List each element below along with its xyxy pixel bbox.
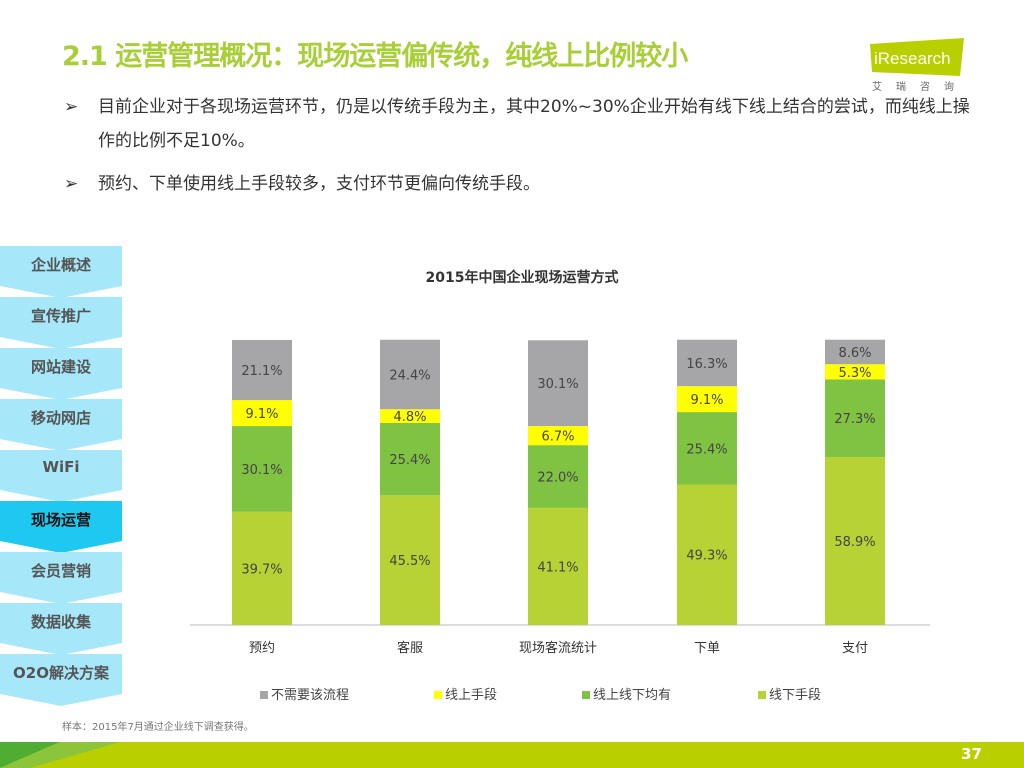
data-label: 9.1%	[690, 393, 723, 408]
bar-segment	[825, 339, 885, 365]
bullet-2: ➢ 预约、下单使用线上手段较多，支付环节更偏向传统手段。	[64, 167, 978, 201]
x-tick-label: 客服	[397, 640, 423, 656]
nav-item-label: 宣传推广	[30, 307, 91, 325]
data-label: 45.5%	[389, 554, 430, 569]
bar-segment	[380, 409, 440, 423]
legend-swatch	[758, 691, 766, 699]
page-title: 2.1 运营管理概况：现场运营偏传统，纯线上比例较小	[62, 41, 688, 72]
page-number: 37	[961, 745, 982, 763]
bar-segment	[825, 379, 885, 458]
data-label: 21.1%	[241, 364, 282, 379]
bar-segment	[232, 426, 292, 512]
nav-item-0[interactable]: 企业概述	[0, 246, 122, 298]
legend-item: 线上线下均有	[582, 684, 671, 703]
data-label: 6.7%	[541, 430, 574, 445]
data-label: 24.4%	[389, 368, 430, 383]
data-label: 27.3%	[834, 412, 875, 427]
footer-decoration	[0, 742, 120, 768]
legend-swatch	[260, 691, 268, 699]
nav-item-5[interactable]: 现场运营	[0, 501, 122, 553]
data-label: 49.3%	[686, 549, 727, 564]
chevron-shape	[0, 552, 122, 604]
chevron-shape	[0, 348, 122, 400]
nav-item-label: 会员营销	[30, 562, 91, 580]
data-label: 25.4%	[389, 453, 430, 468]
chevron-shape	[0, 603, 122, 655]
chevron-shape	[0, 297, 122, 349]
data-label: 41.1%	[537, 560, 578, 575]
chevron-shape	[0, 654, 122, 706]
data-label: 25.4%	[686, 442, 727, 457]
bar-segment	[232, 400, 292, 427]
footer-bar: 37	[0, 742, 1024, 768]
nav-item-8[interactable]: O2O解决方案	[0, 654, 122, 706]
data-label: 16.3%	[686, 357, 727, 372]
x-tick-label: 支付	[842, 641, 868, 656]
nav-item-label: 移动网店	[30, 409, 91, 427]
chevron-shape	[0, 399, 122, 451]
data-label: 39.7%	[241, 562, 282, 577]
arrow-bullet-icon: ➢	[64, 97, 79, 117]
x-tick-label: 下单	[694, 641, 720, 656]
data-label: 8.6%	[838, 346, 871, 361]
bar-segment	[677, 339, 737, 387]
bar-segment	[380, 495, 440, 625]
bar-segment	[528, 445, 588, 508]
nav-item-label: 网站建设	[30, 358, 91, 376]
legend-item: 线下手段	[758, 684, 821, 703]
legend-item: 不需要该流程	[260, 684, 349, 703]
data-label: 30.1%	[241, 463, 282, 478]
bar-segment	[677, 386, 737, 413]
nav-item-label: WiFi	[42, 458, 80, 476]
chevron-shape	[0, 450, 122, 502]
bar-segment	[528, 507, 588, 625]
chevron-shape	[0, 246, 122, 298]
nav-item-label: 企业概述	[30, 256, 91, 274]
data-label: 58.9%	[834, 535, 875, 550]
x-tick-label: 预约	[249, 641, 275, 656]
arrow-bullet-icon: ➢	[64, 174, 79, 194]
source-note: 样本：2015年7月通过企业线下调查获得。	[62, 722, 254, 733]
bar-segment	[825, 364, 885, 380]
nav-item-7[interactable]: 数据收集	[0, 603, 122, 655]
iresearch-logo: iResearch	[870, 38, 964, 76]
logo-subtitle: 艾瑞咨询	[872, 82, 968, 93]
data-label: 30.1%	[537, 377, 578, 392]
data-label: 22.0%	[537, 471, 578, 486]
bar-segment	[380, 422, 440, 496]
data-label: 5.3%	[838, 366, 871, 381]
svg-text:iResearch: iResearch	[874, 49, 951, 68]
bar-segment	[232, 340, 292, 401]
nav-item-4[interactable]: WiFi	[0, 450, 122, 502]
nav-item-2[interactable]: 网站建设	[0, 348, 122, 400]
bar-segment	[677, 412, 737, 485]
data-label: 9.1%	[245, 407, 278, 422]
chart-title: 2015年中国企业现场运营方式	[425, 270, 619, 286]
legend-swatch	[434, 691, 442, 699]
nav-item-3[interactable]: 移动网店	[0, 399, 122, 451]
data-label: 4.8%	[393, 410, 426, 425]
bar-segment	[528, 340, 588, 427]
nav-item-label: O2O解决方案	[13, 664, 109, 682]
bar-segment	[677, 484, 737, 625]
nav-item-label: 现场运营	[30, 511, 91, 529]
bar-segment	[825, 457, 885, 625]
legend-swatch	[582, 691, 590, 699]
nav-item-1[interactable]: 宣传推广	[0, 297, 122, 349]
legend-item: 线上手段	[434, 684, 497, 703]
bar-segment	[380, 339, 440, 410]
chevron-shape	[0, 501, 122, 553]
bullet-1: ➢ 目前企业对于各现场运营环节，仍是以传统手段为主，其中20%~30%企业开始有线…	[64, 90, 978, 158]
x-tick-label: 现场客流统计	[519, 640, 597, 656]
bar-segment	[528, 426, 588, 446]
nav-item-6[interactable]: 会员营销	[0, 552, 122, 604]
bar-segment	[232, 511, 292, 625]
nav-item-label: 数据收集	[30, 613, 91, 631]
